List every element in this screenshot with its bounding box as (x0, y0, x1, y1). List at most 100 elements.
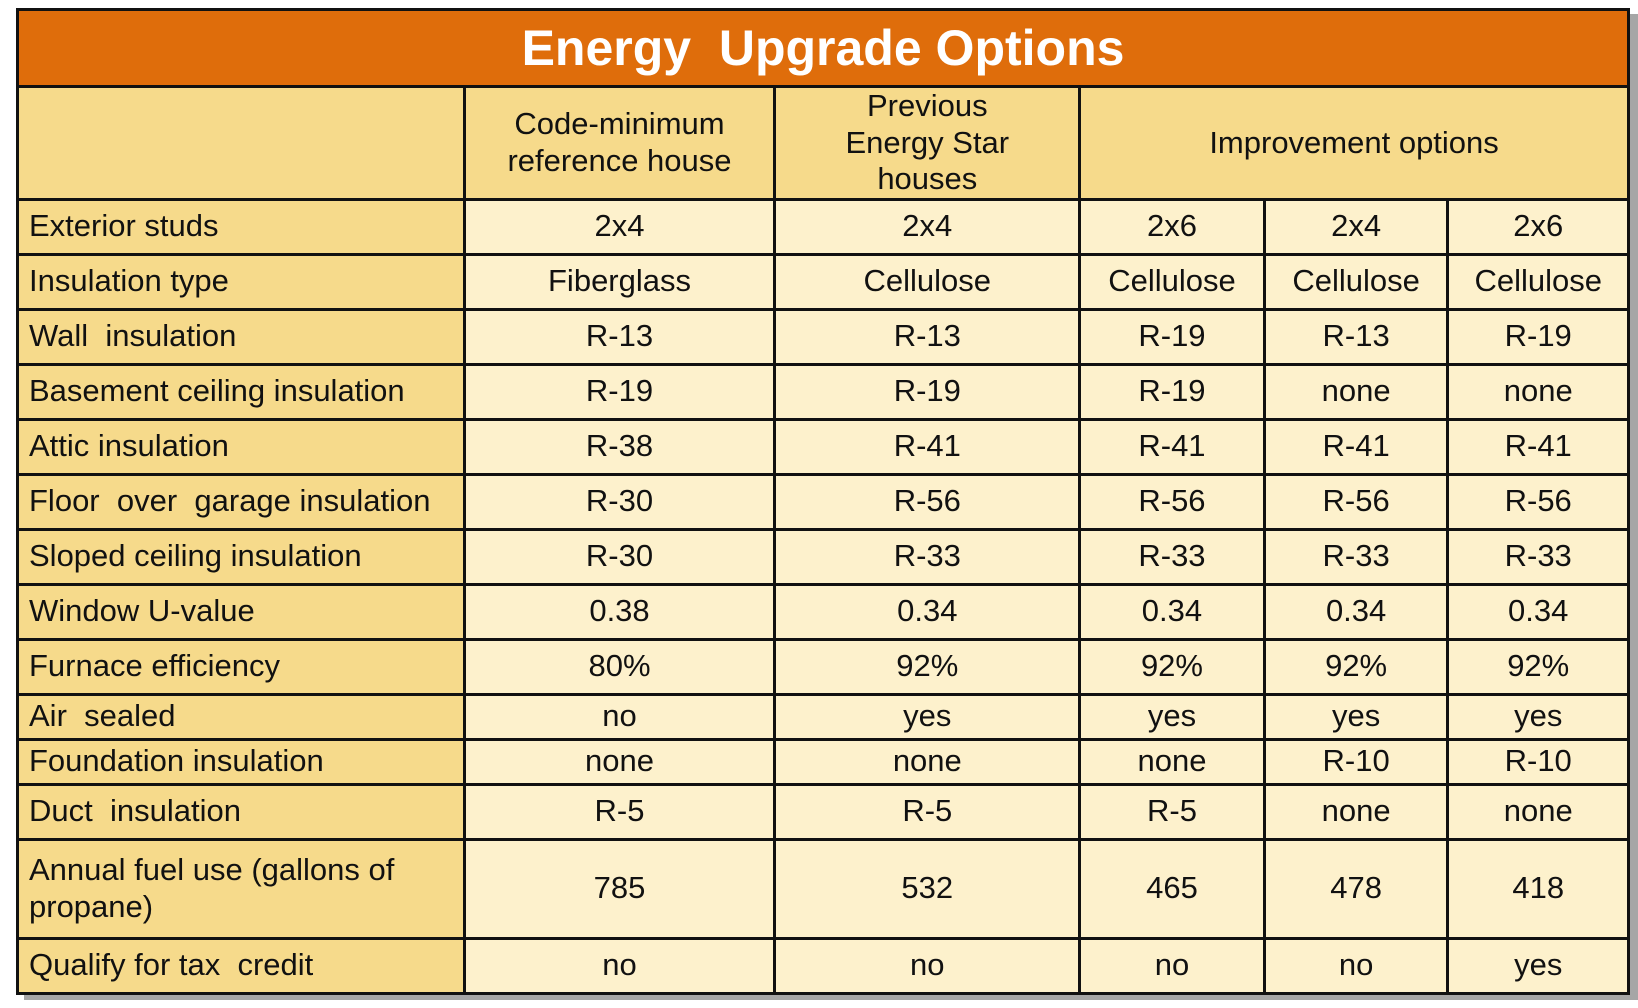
row-value: none (1262, 362, 1450, 421)
row-value: R-10 (1262, 737, 1450, 786)
table-row: Annual fuel use (gallons of propane) 785 5… (16, 837, 1630, 940)
row-value: R-13 (462, 307, 777, 366)
row-value: R-38 (462, 417, 777, 476)
row-value: 92% (1262, 637, 1450, 696)
row-label: Sloped ceiling insulation (16, 527, 466, 586)
row-value: R-30 (462, 527, 777, 586)
row-label: Basement ceiling insulation (16, 362, 466, 421)
row-label: Window U-value (16, 582, 466, 641)
row-value: 0.34 (1078, 582, 1266, 641)
table-row: Sloped ceiling insulation R-30 R-33 R-33 R-3… (16, 527, 1630, 586)
row-value: Cellulose (773, 252, 1082, 311)
row-value: 532 (773, 837, 1082, 940)
header-row: Code-minimum reference house Previous En… (16, 85, 1630, 201)
row-value: R-5 (1078, 782, 1266, 841)
row-value: yes (1262, 692, 1450, 741)
row-value: Cellulose (1078, 252, 1266, 311)
row-value: R-41 (773, 417, 1082, 476)
row-value: R-10 (1446, 737, 1630, 786)
table-row: Basement ceiling insulation R-19 R-19 R-19 n… (16, 362, 1630, 421)
row-value: 2x6 (1446, 197, 1630, 256)
row-value: R-13 (773, 307, 1082, 366)
row-value: 0.34 (1262, 582, 1450, 641)
row-label: Furnace efficiency (16, 637, 466, 696)
row-value: R-56 (1446, 472, 1630, 531)
header-improvement-options: Improvement options (1078, 85, 1630, 201)
row-value: 785 (462, 837, 777, 940)
row-value: R-30 (462, 472, 777, 531)
row-value: R-19 (1078, 307, 1266, 366)
row-value: R-41 (1446, 417, 1630, 476)
row-value: 2x6 (1078, 197, 1266, 256)
row-value: R-56 (1262, 472, 1450, 531)
row-value: 478 (1262, 837, 1450, 940)
row-label: Wall insulation (16, 307, 466, 366)
row-value: 2x4 (462, 197, 777, 256)
row-value: 2x4 (1262, 197, 1450, 256)
table-row: Wall insulation R-13 R-13 R-19 R-13 R-19 (16, 307, 1630, 366)
row-value: yes (1078, 692, 1266, 741)
table-title: Energy Upgrade Options (16, 8, 1630, 88)
row-value: R-19 (1446, 307, 1630, 366)
row-value: none (1446, 362, 1630, 421)
row-value: none (462, 737, 777, 786)
table-row: Insulation type Fiberglass Cellulose Cellul… (16, 252, 1630, 311)
row-value: none (1262, 782, 1450, 841)
row-value: R-5 (773, 782, 1082, 841)
row-value: none (773, 737, 1082, 786)
table-row: Qualify for tax credit no no no no yes (16, 936, 1630, 995)
row-value: 92% (1078, 637, 1266, 696)
row-value: R-33 (773, 527, 1082, 586)
table-row: Exterior studs 2x4 2x4 2x6 2x4 2x6 (16, 197, 1630, 256)
table-row: Window U-value 0.38 0.34 0.34 0.34 0.34 (16, 582, 1630, 641)
row-label: Floor over garage insulation (16, 472, 466, 531)
row-label: Exterior studs (16, 197, 466, 256)
table-row: Floor over garage insulation R-30 R-56 R-56… (16, 472, 1630, 531)
title-row: Energy Upgrade Options (16, 8, 1630, 88)
row-value: yes (1446, 692, 1630, 741)
row-value: none (1446, 782, 1630, 841)
row-value: R-5 (462, 782, 777, 841)
row-value: no (462, 692, 777, 741)
energy-upgrade-table-wrap: Energy Upgrade Options Code-minimum refe… (16, 8, 1630, 995)
row-value: yes (773, 692, 1082, 741)
header-previous-energy-star: Previous Energy Star houses (773, 85, 1082, 201)
table-row: Duct insulation R-5 R-5 R-5 none none (16, 782, 1630, 841)
row-value: no (1078, 936, 1266, 995)
row-value: 418 (1446, 837, 1630, 940)
row-value: R-33 (1262, 527, 1450, 586)
row-value: 0.34 (1446, 582, 1630, 641)
row-value: R-41 (1262, 417, 1450, 476)
row-value: 80% (462, 637, 777, 696)
row-value: no (1262, 936, 1450, 995)
table-row: Attic insulation R-38 R-41 R-41 R-41 R-41 (16, 417, 1630, 476)
row-label: Insulation type (16, 252, 466, 311)
row-value: 92% (773, 637, 1082, 696)
row-value: Cellulose (1446, 252, 1630, 311)
row-value: no (773, 936, 1082, 995)
row-value: 2x4 (773, 197, 1082, 256)
row-value: 92% (1446, 637, 1630, 696)
row-value: 0.34 (773, 582, 1082, 641)
row-value: 0.38 (462, 582, 777, 641)
row-value: yes (1446, 936, 1630, 995)
row-value: R-41 (1078, 417, 1266, 476)
row-label: Foundation insulation (16, 737, 466, 786)
row-value: R-19 (1078, 362, 1266, 421)
row-value: R-33 (1446, 527, 1630, 586)
row-value: R-56 (773, 472, 1082, 531)
row-label: Attic insulation (16, 417, 466, 476)
row-label: Qualify for tax credit (16, 936, 466, 995)
row-value: R-13 (1262, 307, 1450, 366)
row-label: Air sealed (16, 692, 466, 741)
row-value: Fiberglass (462, 252, 777, 311)
row-value: no (462, 936, 777, 995)
table-row: Foundation insulation none none none R-10 R-1… (16, 737, 1630, 786)
row-value: R-56 (1078, 472, 1266, 531)
energy-upgrade-table: Energy Upgrade Options Code-minimum refe… (16, 8, 1630, 995)
row-value: R-19 (773, 362, 1082, 421)
row-label: Duct insulation (16, 782, 466, 841)
header-empty-cell (16, 85, 466, 201)
header-code-minimum: Code-minimum reference house (462, 85, 777, 201)
row-value: none (1078, 737, 1266, 786)
